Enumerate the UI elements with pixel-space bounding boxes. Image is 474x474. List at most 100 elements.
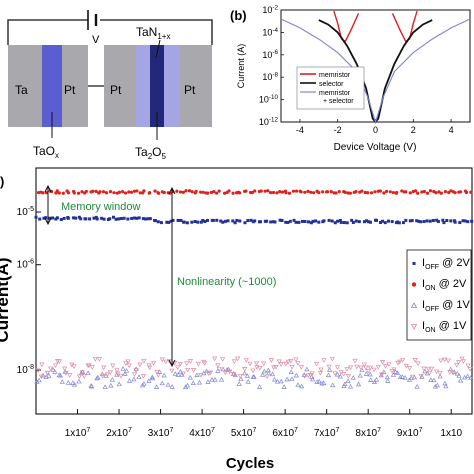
point-ioff-1v — [245, 379, 251, 384]
point-ion-2v — [175, 189, 179, 193]
point-ion-2v — [57, 191, 61, 195]
point-ion-1v — [344, 367, 350, 372]
point-ion-2v — [41, 191, 45, 195]
point-ioff-1v — [330, 382, 336, 388]
point-ioff-2v — [300, 219, 304, 223]
point-ioff-1v — [251, 374, 257, 379]
point-ion-1v — [273, 364, 279, 370]
point-ioff-2v — [132, 216, 136, 220]
point-ion-2v — [469, 190, 473, 194]
point-ion-1v — [307, 372, 314, 378]
point-ion-1v — [104, 372, 110, 378]
point-ioff-2v — [383, 221, 387, 225]
point-ion-2v — [443, 189, 448, 194]
point-ion-1v — [48, 366, 54, 372]
point-ioff-1v — [123, 368, 130, 373]
point-ioff-1v — [116, 381, 122, 387]
point-ion-1v — [125, 359, 131, 365]
point-ioff-2v — [221, 220, 225, 224]
point-ioff-2v — [102, 217, 106, 221]
point-ion-2v — [354, 190, 358, 194]
point-ioff-1v — [355, 381, 362, 387]
point-ion-1v — [433, 369, 440, 375]
point-ioff-1v — [350, 375, 356, 380]
point-ion-1v — [403, 363, 409, 369]
point-ioff-2v — [336, 219, 340, 223]
point-ioff-1v — [136, 374, 142, 379]
point-ion-1v — [131, 372, 138, 377]
point-ioff-1v — [342, 381, 348, 387]
point-ion-1v — [201, 361, 208, 366]
point-ioff-1v — [70, 380, 76, 385]
legend-marker-ioff-1v — [410, 302, 418, 308]
point-ioff-2v — [190, 220, 194, 224]
point-ioff-2v — [74, 216, 78, 220]
point-ion-1v — [379, 360, 386, 365]
point-ioff-1v — [414, 384, 420, 389]
point-ion-1v — [169, 368, 175, 374]
point-ion-1v — [395, 360, 401, 366]
point-ion-1v — [332, 371, 338, 376]
point-ioff-1v — [187, 375, 193, 380]
point-ioff-1v — [431, 377, 437, 383]
iv-y-tick-label: 10-12 — [259, 116, 279, 127]
point-ion-1v — [166, 359, 173, 364]
legend-label-2: IOFF @ 1V — [422, 299, 470, 313]
cycles-x-tick-label: 3x107 — [148, 427, 174, 439]
point-ion-2v — [227, 189, 231, 193]
point-ioff-2v — [126, 217, 130, 221]
point-ion-1v — [147, 365, 153, 371]
point-ion-1v — [371, 367, 377, 373]
point-ioff-1v — [357, 372, 363, 378]
point-ion-1v — [89, 365, 95, 370]
point-ioff-2v — [322, 219, 326, 223]
point-ion-1v — [418, 373, 424, 379]
point-ion-2v — [291, 189, 296, 193]
point-ioff-1v — [65, 380, 71, 385]
point-ioff-1v — [36, 377, 42, 383]
point-ioff-1v — [146, 378, 152, 383]
point-ioff-2v — [146, 217, 150, 221]
point-ion-1v — [293, 357, 299, 363]
point-ion-1v — [81, 374, 87, 379]
point-ioff-2v — [381, 219, 385, 223]
point-ioff-2v — [258, 220, 262, 224]
point-ion-2v — [280, 190, 285, 194]
point-ion-2v — [447, 190, 451, 195]
point-ion-2v — [309, 190, 313, 194]
point-ion-1v — [190, 368, 197, 373]
point-ioff-2v — [72, 216, 76, 220]
point-ioff-1v — [284, 376, 290, 382]
point-ioff-1v — [89, 383, 95, 389]
point-ioff-2v — [367, 220, 371, 224]
cycles-x-tick-label: 1x10 — [440, 428, 462, 439]
legend-label-memristor-selector: memristor + selector — [319, 90, 354, 105]
point-ioff-2v — [470, 219, 474, 223]
point-ion-1v — [437, 371, 443, 376]
point-ioff-1v — [141, 381, 147, 386]
legend-label-3: ION @ 1V — [422, 320, 467, 334]
point-ioff-2v — [339, 220, 343, 224]
point-ioff-1v — [46, 373, 52, 378]
point-ion-1v — [177, 361, 183, 367]
point-ioff-2v — [42, 216, 46, 220]
point-ion-2v — [84, 189, 88, 194]
point-ioff-1v — [394, 370, 401, 375]
point-ion-1v — [425, 366, 431, 372]
point-ioff-1v — [295, 382, 301, 387]
point-ioff-2v — [219, 219, 223, 223]
point-ioff-1v — [52, 369, 58, 374]
point-ioff-1v — [205, 379, 211, 384]
legend-marker-ioff-2v — [412, 262, 416, 265]
point-ion-2v — [55, 189, 59, 193]
point-ioff-2v — [342, 221, 346, 225]
point-ion-1v — [264, 374, 270, 380]
point-ion-1v — [326, 364, 332, 370]
point-ioff-1v — [293, 372, 299, 378]
point-ioff-1v — [451, 369, 457, 374]
iv-x-tick-label: 2 — [411, 125, 416, 135]
point-ion-2v — [94, 189, 98, 193]
point-ioff-2v — [441, 218, 445, 222]
point-ion-1v — [334, 365, 341, 370]
point-ioff-2v — [226, 219, 230, 223]
